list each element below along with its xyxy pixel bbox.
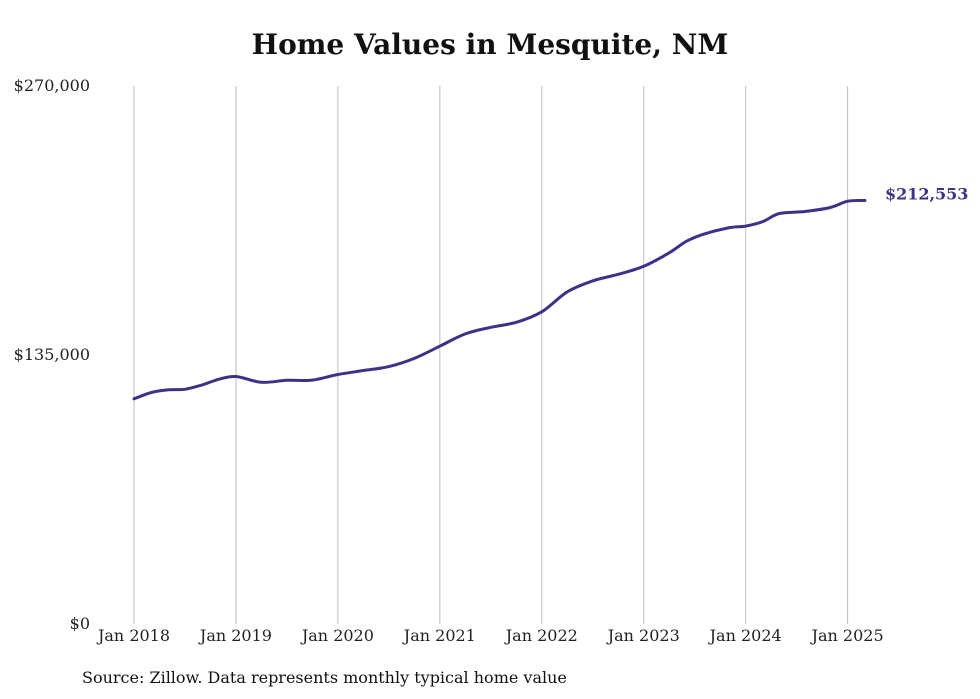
chart-title: Home Values in Mesquite, NM — [251, 28, 729, 61]
series-line-0 — [132, 198, 867, 401]
x-tick-label: Jan 2024 — [708, 626, 782, 645]
x-tick-label: Jan 2023 — [606, 626, 680, 645]
x-axis-labels: Jan 2018 Jan 2019 Jan 2020 Jan 2021 Jan 2022… — [96, 626, 884, 645]
x-tick-label: Jan 2022 — [504, 626, 578, 645]
y-tick-label: $0 — [70, 614, 90, 633]
series-layer: $212,553 — [132, 184, 969, 401]
source-note: Source: Zillow. Data represents monthly … — [82, 668, 567, 687]
x-tick-label: Jan 2021 — [402, 626, 476, 645]
x-tick-label: Jan 2019 — [198, 626, 272, 645]
x-tick-label: Jan 2025 — [810, 626, 884, 645]
y-axis-labels: $0 $135,000 $270,000 — [14, 76, 90, 633]
grid-layer — [133, 86, 849, 624]
y-tick-label: $270,000 — [14, 76, 90, 95]
end-value-label: $212,553 — [885, 184, 969, 203]
y-tick-label: $135,000 — [14, 345, 90, 364]
x-tick-label: Jan 2018 — [96, 626, 170, 645]
x-tick-label: Jan 2020 — [300, 626, 374, 645]
